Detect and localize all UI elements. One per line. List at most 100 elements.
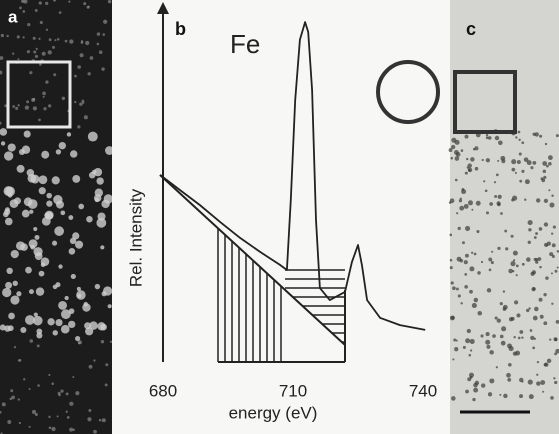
speckle: [41, 216, 51, 226]
speckle: [28, 425, 31, 428]
speckle: [45, 28, 49, 31]
speckle: [0, 33, 4, 38]
speckle: [55, 318, 63, 327]
panel-label: a: [8, 7, 18, 26]
speckle: [469, 289, 473, 294]
speckle: [47, 50, 52, 55]
speckle: [75, 335, 81, 342]
speckle: [543, 222, 549, 227]
speckle: [2, 287, 12, 298]
speckle: [466, 166, 469, 169]
speckle: [41, 51, 46, 56]
speckle: [93, 429, 97, 434]
speckle: [543, 198, 549, 204]
speckle: [537, 257, 542, 261]
speckle: [76, 290, 86, 300]
speckle: [46, 200, 53, 207]
speckle: [528, 307, 531, 310]
speckle: [460, 149, 464, 152]
speckle: [502, 290, 506, 293]
speckle: [510, 234, 514, 238]
speckle: [542, 390, 545, 393]
speckle: [458, 199, 463, 203]
speckle: [30, 174, 40, 184]
speckle: [500, 340, 506, 346]
speckle: [465, 389, 469, 394]
speckle: [535, 260, 539, 264]
speckle: [18, 358, 22, 362]
speckle: [38, 37, 41, 40]
speckle: [524, 198, 527, 201]
speckle: [0, 410, 2, 414]
y-axis-arrow: [157, 2, 169, 14]
speckle: [543, 321, 548, 326]
speckle: [489, 378, 495, 384]
speckle: [532, 315, 538, 321]
speckle: [550, 232, 554, 235]
speckle: [0, 324, 6, 331]
speckle: [451, 144, 456, 150]
speckle: [463, 203, 469, 209]
speckle: [88, 409, 92, 413]
speckle: [103, 19, 108, 24]
speckle: [551, 302, 554, 305]
panel-label: b: [175, 19, 186, 39]
speckle: [96, 177, 104, 185]
speckle: [68, 0, 71, 3]
speckle: [25, 315, 35, 325]
speckle: [27, 23, 31, 27]
speckle: [4, 104, 8, 108]
speckle: [98, 50, 103, 54]
speckle: [504, 229, 508, 233]
speckle: [58, 300, 68, 310]
speckle: [519, 330, 524, 334]
speckle: [515, 264, 519, 268]
speckle: [72, 174, 81, 183]
speckle: [98, 418, 102, 422]
speckle: [52, 45, 56, 49]
speckle: [548, 161, 552, 166]
speckle: [494, 135, 500, 141]
speckle: [501, 326, 507, 332]
speckle: [65, 392, 69, 396]
speckle: [470, 349, 473, 352]
speckle: [471, 251, 474, 254]
speckle: [105, 363, 109, 367]
speckle: [550, 272, 553, 275]
speckle: [33, 247, 43, 257]
speckle: [7, 325, 14, 332]
speckle: [480, 383, 486, 388]
speckle: [74, 240, 84, 249]
speckle: [74, 74, 77, 78]
speckle: [76, 286, 81, 291]
speckle: [42, 91, 46, 96]
speckle: [507, 343, 512, 349]
speckle: [109, 340, 113, 343]
speckle: [107, 304, 112, 309]
speckle: [516, 313, 521, 318]
speckle: [485, 339, 491, 345]
speckle: [79, 53, 84, 58]
speckle: [511, 167, 516, 172]
speckle: [521, 262, 525, 266]
speckle: [515, 350, 521, 356]
speckle: [94, 188, 103, 197]
speckle: [527, 220, 533, 226]
speckle: [12, 105, 16, 108]
speckle: [107, 0, 112, 4]
speckle: [535, 198, 541, 203]
speckle: [553, 377, 556, 380]
speckle: [544, 142, 548, 146]
speckle: [96, 42, 100, 46]
speckle: [556, 266, 559, 269]
speckle: [494, 194, 498, 198]
speckle: [454, 178, 458, 182]
speckle: [51, 382, 55, 385]
speckle: [486, 211, 489, 215]
speckle: [464, 134, 469, 139]
speckle: [70, 273, 76, 280]
speckle: [467, 377, 472, 382]
speckle: [48, 104, 52, 108]
speckle: [536, 381, 541, 386]
speckle: [539, 265, 542, 269]
